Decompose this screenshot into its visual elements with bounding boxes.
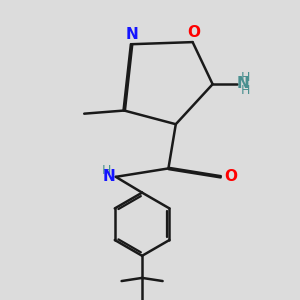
Text: O: O — [224, 169, 237, 184]
Text: N: N — [125, 27, 138, 42]
Text: N: N — [237, 76, 250, 91]
Text: H: H — [241, 84, 250, 97]
Text: H: H — [102, 164, 111, 177]
Text: N: N — [103, 169, 116, 184]
Text: O: O — [188, 25, 201, 40]
Text: H: H — [241, 71, 250, 84]
